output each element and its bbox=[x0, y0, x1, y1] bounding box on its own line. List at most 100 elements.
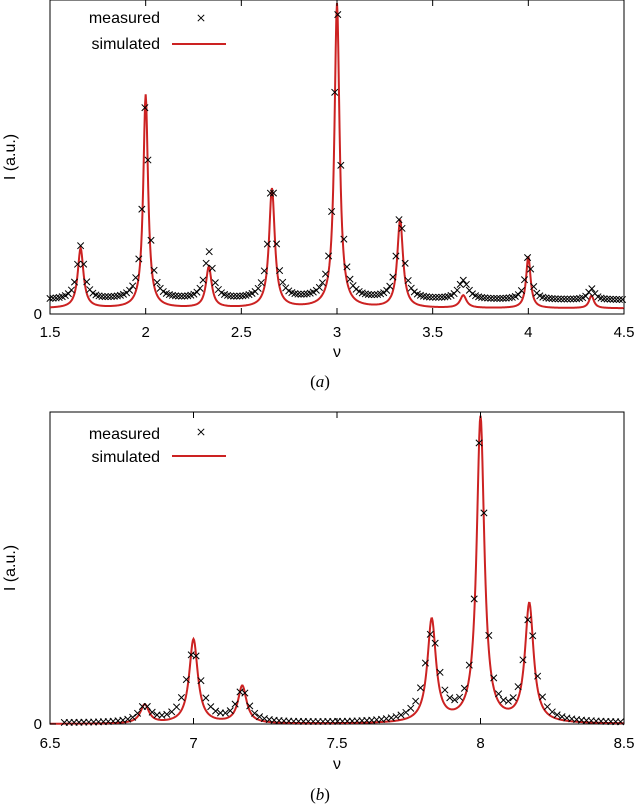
measured-point bbox=[509, 694, 517, 702]
measured-point bbox=[263, 240, 271, 248]
panel-caption-b: (b) bbox=[310, 785, 330, 804]
x-tick-label: 7.5 bbox=[327, 735, 348, 752]
measured-point bbox=[269, 189, 278, 197]
measured-point bbox=[529, 632, 537, 640]
measured-point bbox=[538, 693, 547, 701]
measured-point bbox=[346, 275, 354, 283]
measured-point bbox=[475, 439, 483, 447]
panel-caption-letter-a: a bbox=[316, 372, 325, 391]
measured-point bbox=[401, 259, 409, 267]
series-measured-b bbox=[60, 439, 625, 727]
measured-point bbox=[404, 276, 412, 285]
measured-point bbox=[101, 293, 109, 301]
measured-point bbox=[484, 294, 492, 302]
measured-point bbox=[560, 295, 568, 303]
legend-b: measured simulated bbox=[89, 426, 226, 466]
measured-point bbox=[364, 290, 372, 298]
x-tick-label: 4 bbox=[524, 324, 532, 341]
measured-point bbox=[478, 293, 486, 302]
measured-point bbox=[230, 292, 238, 300]
measured-point bbox=[150, 266, 158, 274]
measured-point bbox=[407, 284, 415, 292]
measured-point bbox=[104, 293, 112, 301]
measured-point bbox=[124, 715, 132, 723]
measured-point bbox=[367, 291, 375, 299]
y-axis-ticks-b: 0 bbox=[34, 716, 56, 733]
measured-point bbox=[246, 702, 254, 710]
measured-point bbox=[190, 290, 198, 298]
x-tick-label: 3.5 bbox=[422, 324, 443, 341]
measured-point bbox=[383, 286, 391, 295]
measured-point bbox=[61, 292, 69, 300]
measured-point bbox=[485, 631, 493, 640]
measured-point bbox=[462, 280, 470, 288]
measured-point bbox=[410, 288, 418, 296]
measured-point bbox=[499, 294, 507, 302]
x-tick-label: 4.5 bbox=[614, 324, 635, 341]
measured-point bbox=[617, 718, 625, 726]
measured-point bbox=[435, 293, 443, 301]
legend-cross bbox=[197, 428, 205, 436]
measured-point bbox=[603, 295, 611, 303]
measured-point bbox=[386, 282, 394, 290]
measured-point bbox=[163, 710, 171, 718]
measured-point bbox=[416, 684, 425, 692]
x-axis-ticks-b: 6.5 7 7.5 8 8.5 bbox=[40, 412, 635, 752]
measured-point bbox=[465, 661, 473, 669]
measured-point bbox=[52, 294, 60, 302]
measured-point bbox=[138, 205, 146, 213]
measured-point bbox=[588, 285, 596, 293]
measured-point bbox=[496, 294, 504, 302]
measured-point bbox=[548, 295, 556, 303]
measured-point bbox=[481, 294, 489, 302]
measured-point bbox=[67, 286, 75, 294]
measured-point bbox=[542, 294, 550, 302]
measured-point bbox=[178, 292, 186, 300]
x-tick-label: 2 bbox=[141, 324, 149, 341]
measured-point bbox=[429, 293, 437, 301]
x-tick-label: 7 bbox=[189, 735, 197, 752]
measured-point bbox=[98, 292, 106, 300]
measured-point bbox=[499, 696, 508, 704]
measured-point bbox=[487, 294, 495, 302]
legend-label-simulated-b: simulated bbox=[92, 449, 160, 466]
x-tick-label: 8 bbox=[476, 735, 484, 752]
measured-point bbox=[545, 294, 553, 302]
legend-label-simulated-a: simulated bbox=[92, 36, 160, 53]
measured-point bbox=[227, 292, 235, 300]
measured-point bbox=[517, 287, 525, 295]
measured-point bbox=[470, 595, 478, 603]
measured-point bbox=[182, 675, 190, 684]
y-axis-label-b: I (a.u.) bbox=[2, 545, 19, 591]
measured-point bbox=[514, 683, 522, 691]
x-tick-label: 6.5 bbox=[40, 735, 61, 752]
measured-point bbox=[337, 161, 345, 169]
measured-point bbox=[211, 279, 219, 287]
measured-point bbox=[77, 242, 85, 250]
measured-point bbox=[181, 292, 189, 300]
measured-point bbox=[272, 240, 281, 248]
measured-point bbox=[233, 292, 241, 300]
panel-b: 6.5 7 7.5 8 8.5 0 ν I (a.u.) measured simula… bbox=[2, 411, 635, 804]
measured-point bbox=[239, 292, 247, 300]
measured-point bbox=[297, 290, 305, 298]
legend-a: measured simulated bbox=[89, 10, 226, 53]
measured-point bbox=[300, 290, 308, 298]
x-tick-label: 8.5 bbox=[614, 735, 635, 752]
x-tick-label: 3 bbox=[333, 324, 341, 341]
measured-point bbox=[193, 288, 201, 296]
measured-point bbox=[569, 295, 578, 303]
measured-point bbox=[144, 156, 152, 164]
measured-point bbox=[73, 260, 82, 268]
measured-point bbox=[251, 709, 259, 717]
measured-point bbox=[177, 694, 185, 702]
measured-point bbox=[490, 294, 498, 302]
measured-point bbox=[221, 709, 229, 717]
measured-point bbox=[141, 104, 149, 112]
series-measured-a bbox=[46, 10, 627, 304]
measured-point bbox=[566, 295, 574, 303]
measured-point bbox=[502, 294, 510, 302]
measured-point bbox=[392, 713, 400, 721]
measured-point bbox=[551, 295, 559, 303]
